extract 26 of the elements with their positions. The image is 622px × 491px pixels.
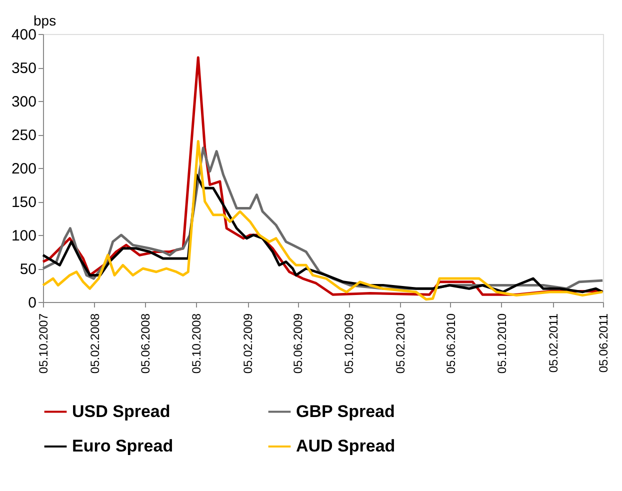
- y-tick-label: 150: [11, 194, 36, 211]
- x-tick-label: 05.10.2009: [342, 313, 356, 374]
- x-tick-label: 05.06.2010: [444, 313, 458, 374]
- x-tick-label: 05.06.2008: [138, 313, 153, 374]
- x-tick-label: 05.06.2009: [291, 313, 306, 374]
- x-tick-label: 05.02.2009: [241, 313, 256, 374]
- legend-label: AUD Spread: [296, 436, 396, 456]
- legend-label: GBP Spread: [296, 402, 395, 421]
- x-tick-label: 05.06.2011: [596, 313, 610, 373]
- y-tick-label: 200: [11, 160, 36, 178]
- x-tick-label: 05.02.2010: [394, 313, 408, 374]
- y-tick-label: 300: [11, 94, 36, 110]
- y-tick-label: 100: [11, 228, 36, 244]
- x-tick-label: 05.02.2011: [546, 313, 560, 373]
- x-tick-label: 05.02.2008: [88, 313, 102, 374]
- y-tick-label: 350: [11, 60, 36, 77]
- y-tick-label: 50: [20, 261, 36, 278]
- legend-label: Euro Spread: [72, 436, 174, 456]
- y-tick-label: 250: [11, 127, 36, 144]
- x-tick-label: 05.10.2010: [494, 313, 509, 374]
- x-tick-label: 05.10.2007: [36, 313, 50, 374]
- y-tick-label: 400: [11, 26, 36, 44]
- x-tick-label: 05.10.2008: [190, 313, 204, 374]
- legend-label: USD Spread: [72, 402, 170, 421]
- y-axis-title: bps: [34, 12, 56, 28]
- y-tick-label: 0: [28, 294, 36, 312]
